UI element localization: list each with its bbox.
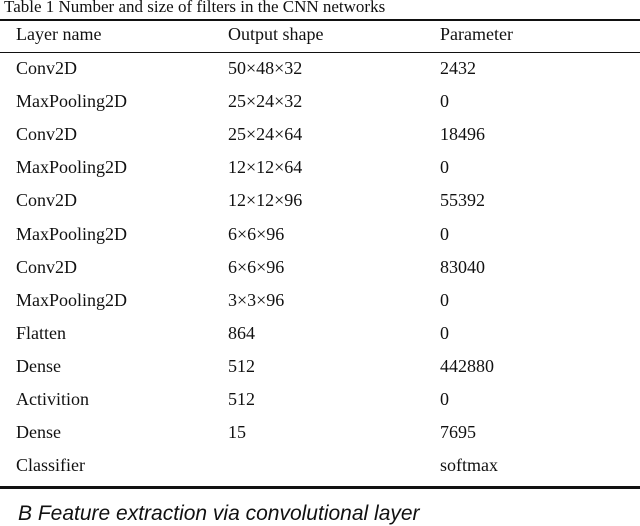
table-cell: 6×6×96 [228, 256, 285, 277]
table-cell: MaxPooling2D [16, 157, 128, 178]
table-cell: 0 [440, 389, 449, 409]
table-cell: 25×24×32 [228, 91, 303, 112]
table-cell: 12×12×96 [228, 190, 303, 211]
table-cell: 442880 [440, 355, 494, 376]
table-cell: Dense [16, 355, 61, 376]
table-cell: Flatten [16, 322, 66, 343]
table-cell: 6×6×96 [228, 223, 285, 244]
bottom-rule [0, 486, 640, 489]
table-cell: 83040 [440, 256, 485, 277]
table-cell: 512 [228, 355, 255, 376]
column-header: Layer name [16, 24, 102, 44]
table-cell: Conv2D [16, 256, 78, 277]
header-rule [0, 52, 640, 53]
column-header: Output shape [228, 24, 324, 44]
table-cell: 7695 [440, 422, 476, 443]
table-cell: 3×3×96 [228, 289, 285, 310]
table-cell: 512 [228, 389, 255, 409]
column-header: Parameter [440, 24, 513, 44]
table-cell: 0 [440, 322, 449, 343]
table-cell: 2432 [440, 58, 476, 78]
table-cell: Activition [16, 389, 89, 409]
table-cell: Conv2D [16, 58, 78, 78]
table-cell: MaxPooling2D [16, 91, 128, 112]
table-cell: Conv2D [16, 124, 78, 145]
table-cell: 0 [440, 223, 449, 244]
table-cell: 0 [440, 289, 449, 310]
table-cell: 0 [440, 157, 449, 178]
table-cell: Conv2D [16, 190, 78, 211]
table-caption: Table 1 Number and size of filters in th… [4, 0, 386, 16]
table-cell: Classifier [16, 455, 85, 476]
table-cell: MaxPooling2D [16, 223, 128, 244]
table-cell: 15 [228, 422, 246, 443]
table-cell: MaxPooling2D [16, 289, 128, 310]
top-rule [0, 19, 640, 21]
table-cell: 18496 [440, 124, 485, 145]
table-cell: 0 [440, 91, 449, 112]
table-cell: softmax [440, 455, 498, 476]
table-cell: Dense [16, 422, 61, 443]
table-cell: 864 [228, 322, 255, 343]
table-cell: 25×24×64 [228, 124, 303, 145]
table-cell: 55392 [440, 190, 485, 211]
table-cell: 50×48×32 [228, 58, 303, 78]
table-cell: 12×12×64 [228, 157, 303, 178]
section-heading: B Feature extraction via convolutional l… [18, 502, 420, 525]
